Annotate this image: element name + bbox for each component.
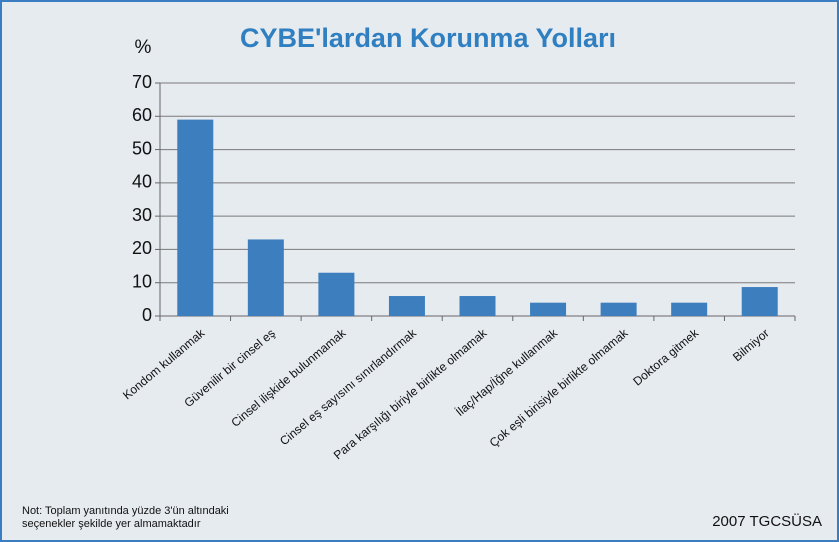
y-tick-label: 30 [132,205,152,225]
note-line: seçenekler şekilde yer almamaktadır [22,518,201,530]
bar [530,302,567,316]
y-tick-label: 70 [132,72,152,92]
bar [671,302,708,316]
bar [388,296,425,316]
y-tick-label: 40 [132,172,152,192]
bar [247,239,284,316]
source: 2007 TGCSÜSA [712,512,822,530]
note-line: Not: Toplam yanıtında yüzde 3'ün altında… [22,505,229,517]
y-tick-label: 60 [132,105,152,125]
bar [741,287,778,316]
y-tick-label: 20 [132,238,152,258]
bar [318,272,355,316]
bar [600,302,637,316]
y-tick-label: 50 [132,138,152,158]
bar [459,296,496,316]
y-tick-label: 0 [142,305,152,325]
bar [177,119,214,316]
chart-title: CYBE'lardan Korunma Yolları [240,23,616,53]
y-tick-label: 10 [132,271,152,291]
y-axis-label: % [135,37,152,58]
